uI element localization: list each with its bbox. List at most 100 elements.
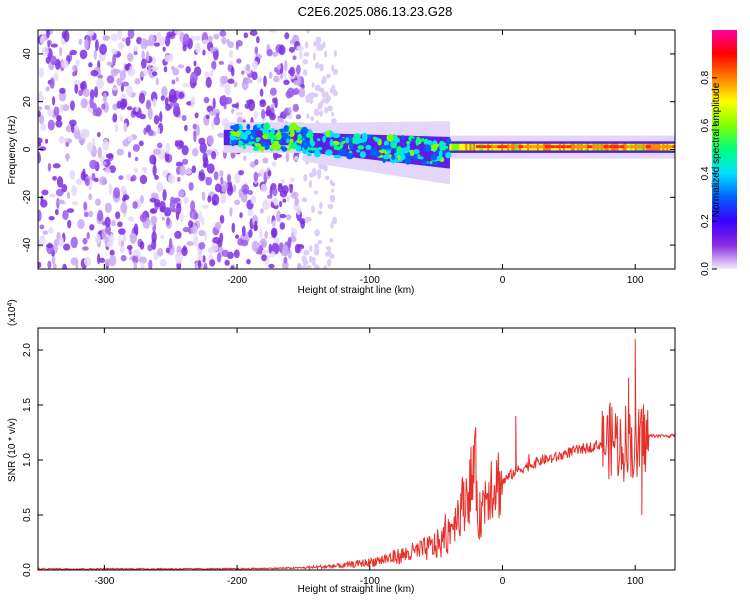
heatmap-noise-cell [313, 92, 319, 98]
heatmap-noise-cell [246, 258, 251, 265]
heatmap-noise-cell [120, 254, 127, 262]
heatmap-noise-cell [268, 243, 273, 254]
heatmap-noise-cell [190, 200, 196, 212]
heatmap-noise-cell [211, 151, 217, 160]
heatmap-noise-cell [306, 113, 310, 119]
heatmap-noise-cell [139, 113, 146, 120]
heatmap-noise-cell [330, 182, 336, 187]
heatmap-noise-cell [260, 208, 264, 214]
heatmap-signal-cell [404, 157, 412, 165]
colorbar-tick-label: 0.2 [700, 214, 711, 228]
heatmap-noise-cell [96, 78, 104, 89]
heatmap-noise-cell [172, 102, 180, 108]
heatmap-noise-cell [41, 189, 49, 196]
heatmap-noise-cell [203, 262, 208, 269]
heatmap-noise-cell [123, 122, 128, 133]
heatmap-signal-cell [411, 138, 415, 142]
heatmap-noise-cell [147, 107, 153, 120]
heatmap-signal-peak [619, 145, 625, 149]
heatmap-noise-cell [104, 258, 111, 267]
heatmap-noise-cell [153, 114, 160, 125]
colorbar-tick-label: 0.8 [700, 70, 711, 84]
heatmap-noise-cell [190, 96, 196, 108]
heatmap-noise-cell [127, 135, 134, 142]
heatmap-noise-cell [78, 38, 83, 46]
heatmap-noise-cell [294, 197, 300, 207]
heatmap-noise-cell [116, 100, 122, 109]
heatmap-signal-cell [430, 153, 438, 161]
heatmap-noise-cell [141, 50, 145, 61]
colorbar-tick-label: 0.0 [700, 262, 711, 276]
heatmap-noise-cell [290, 226, 295, 233]
heatmap-noise-cell [139, 256, 147, 264]
heatmap-signal-cell [260, 141, 267, 147]
heatmap-noise-cell [82, 88, 90, 97]
heatmap-noise-cell [119, 115, 123, 122]
heatmap-noise-cell [47, 260, 52, 269]
heatmap-noise-cell [272, 187, 278, 197]
heatmap-noise-cell [152, 148, 161, 155]
heatmap-noise-cell [116, 77, 123, 87]
heatmap-noise-cell [327, 105, 333, 112]
heatmap-noise-cell [266, 105, 271, 116]
heatmap-noise-cell [55, 119, 63, 128]
heatmap-noise-cell [205, 76, 212, 88]
heatmap-noise-cell [208, 35, 213, 43]
heatmap-noise-cell [333, 49, 337, 58]
heatmap-signal-cell [316, 138, 321, 142]
heatmap-noise-cell [308, 179, 313, 188]
heatmap-noise-cell [231, 103, 239, 108]
heatmap-signal-band [430, 136, 435, 167]
heatmap-noise-cell [213, 171, 219, 181]
heatmap-noise-cell [106, 240, 113, 248]
heatmap-noise-cell [193, 236, 199, 243]
heatmap-noise-cell [266, 48, 273, 57]
heatmap-signal-cell [273, 143, 281, 150]
heatmap-noise-cell [203, 157, 209, 167]
heatmap-signal-band [375, 134, 379, 161]
heatmap-noise-cell [83, 201, 88, 211]
heatmap-noise-cell [192, 147, 199, 157]
heatmap-signal-core [467, 143, 471, 151]
heatmap-noise-cell [67, 138, 72, 144]
heatmap-noise-cell [262, 157, 269, 164]
heatmap-noise-cell [185, 168, 192, 175]
heatmap-signal-core [459, 143, 463, 151]
heatmap-noise-cell [40, 123, 47, 132]
heatmap-signal-cell [438, 150, 443, 158]
heatmap-noise-cell [234, 172, 241, 184]
heatmap-noise-cell [201, 204, 210, 209]
heatmap-noise-cell [292, 55, 297, 61]
heatmap-signal-band [319, 133, 323, 154]
heatmap-noise-cell [183, 196, 190, 204]
heatmap-noise-cell [121, 37, 126, 42]
heatmap-noise-cell [211, 121, 215, 131]
heatmap-noise-cell [209, 69, 214, 77]
heatmap-signal-peak [587, 145, 593, 149]
heatmap-signal-cell [256, 123, 261, 129]
heatmap-noise-cell [250, 195, 257, 205]
heatmap-noise-cell [199, 142, 207, 154]
heatmap-noise-cell [177, 176, 181, 182]
heatmap-noise-cell [128, 216, 134, 222]
heatmap-noise-cell [122, 234, 127, 243]
heatmap-signal-cell [254, 142, 261, 147]
heatmap-signal-cell [289, 138, 294, 144]
heatmap-noise-cell [147, 64, 152, 76]
heatmap-signal-cell [356, 149, 361, 153]
heatmap-noise-cell [227, 41, 235, 49]
heatmap-noise-cell [143, 167, 148, 173]
heatmap-noise-cell [243, 155, 247, 161]
heatmap-noise-cell [278, 44, 286, 56]
heatmap-noise-cell [50, 43, 58, 48]
heatmap-noise-cell [256, 35, 260, 44]
heatmap-signal-peak [497, 145, 503, 149]
heatmap-noise-cell [132, 144, 140, 152]
heatmap-signal-cell [238, 140, 242, 148]
heatmap-noise-cell [281, 261, 289, 269]
heatmap-noise-cell [198, 229, 205, 237]
heatmap-layer [38, 30, 675, 269]
heatmap-noise-cell [87, 210, 94, 218]
